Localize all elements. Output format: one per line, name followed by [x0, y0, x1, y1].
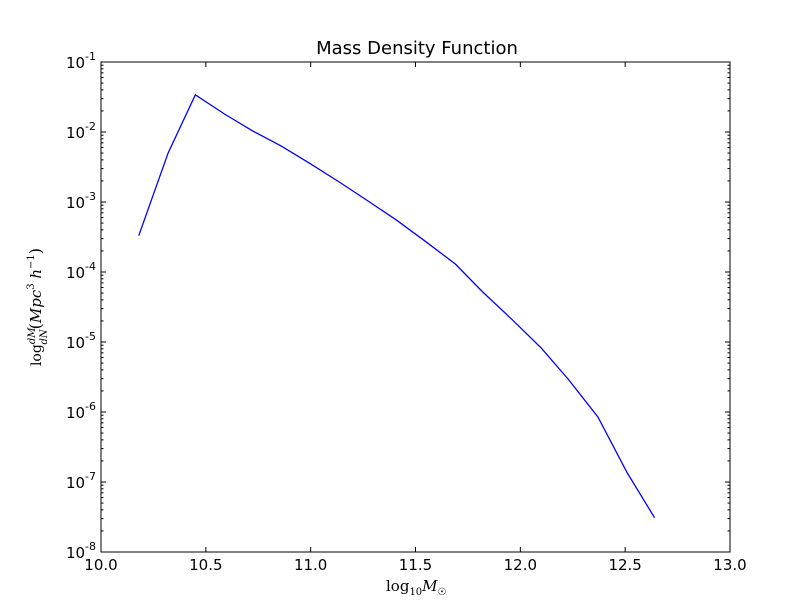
x-tick-label: 13.0 — [713, 556, 746, 574]
y-tick-exponent: -4 — [85, 260, 96, 273]
y-tick-label: 10-2 — [66, 120, 96, 142]
y-tick-label: 10-8 — [66, 540, 96, 562]
x-tick-label: 10.0 — [84, 556, 117, 574]
axis-ticks — [100, 61, 731, 553]
y-tick-mantissa: 10 — [66, 334, 85, 352]
y-tick-label: 10-1 — [66, 50, 96, 72]
x-tick-labels: 10.0 10.5 11.0 11.5 12.0 12.5 13.0 — [84, 556, 746, 574]
x-tick-label: 11.0 — [294, 556, 327, 574]
x-tick-label: 12.5 — [608, 556, 641, 574]
y-tick-mantissa: 10 — [66, 264, 85, 282]
y-tick-mantissa: 10 — [66, 194, 85, 212]
x-tick-label: 11.5 — [399, 556, 432, 574]
y-tick-label: 10-4 — [66, 260, 96, 282]
y-tick-label: 10-6 — [66, 400, 96, 422]
series-line — [138, 93, 656, 518]
y-tick-exponent: -3 — [85, 190, 96, 203]
y-tick-mantissa: 10 — [66, 124, 85, 142]
y-tick-exponent: -7 — [85, 470, 96, 483]
x-axis-label: log10M☉ — [386, 577, 447, 598]
y-tick-exponent: -8 — [85, 540, 96, 553]
y-tick-exponent: -5 — [85, 330, 96, 343]
y-tick-exponent: -1 — [85, 50, 96, 63]
y-tick-mantissa: 10 — [66, 404, 85, 422]
y-tick-mantissa: 10 — [66, 474, 85, 492]
y-tick-label: 10-7 — [66, 470, 96, 492]
y-tick-labels: 10-810-710-610-510-410-310-210-1 — [66, 50, 96, 562]
x-tick-label: 12.0 — [504, 556, 537, 574]
y-tick-label: 10-3 — [66, 190, 96, 212]
y-tick-exponent: -2 — [85, 120, 96, 133]
y-tick-label: 10-5 — [66, 330, 96, 352]
svg-text:log10M☉: log10M☉ — [386, 577, 447, 598]
y-tick-mantissa: 10 — [66, 544, 85, 562]
series-group — [138, 93, 656, 518]
y-tick-mantissa: 10 — [66, 54, 85, 72]
y-tick-exponent: -6 — [85, 400, 96, 413]
chart-title: Mass Density Function — [316, 38, 518, 59]
x-tick-label: 10.5 — [189, 556, 222, 574]
